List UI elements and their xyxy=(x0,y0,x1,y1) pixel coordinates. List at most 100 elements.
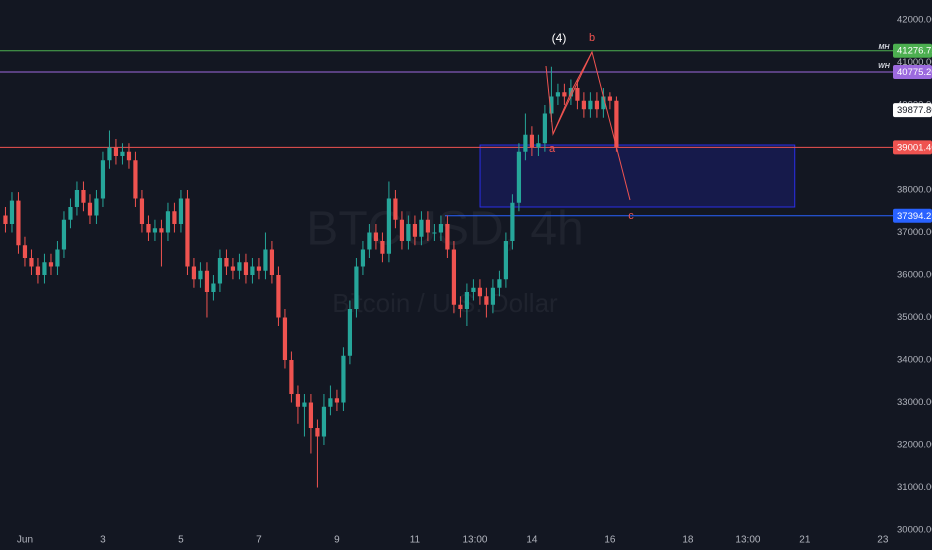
y-tick-label: 42000.00 xyxy=(897,14,932,25)
x-tick-label: 13:00 xyxy=(735,535,760,546)
candle-body xyxy=(594,100,600,110)
level-label-box xyxy=(893,65,932,80)
level-label-box xyxy=(893,208,932,223)
candle-body xyxy=(133,160,138,199)
candle-body xyxy=(120,151,125,156)
candle-body xyxy=(276,275,281,318)
x-tick-label: 16 xyxy=(604,535,616,546)
candle-body xyxy=(29,257,34,267)
label-layer: 41276.75 40775.20 39877.80 39001.40 37394.25 xyxy=(893,43,932,223)
level-label-box xyxy=(893,43,932,58)
y-tick-label: 38000.00 xyxy=(897,185,932,196)
candle-body xyxy=(614,100,619,148)
candle-body xyxy=(204,270,210,293)
candle-body xyxy=(562,92,567,97)
level-label-box xyxy=(893,103,932,118)
candle-body xyxy=(529,134,535,148)
candle-body xyxy=(471,287,476,293)
candle-body xyxy=(295,394,301,407)
level-tag: WH xyxy=(878,63,891,70)
candle-body xyxy=(263,249,268,271)
candle-body xyxy=(308,402,314,429)
zone-layer xyxy=(479,144,796,208)
candle-body xyxy=(328,398,333,407)
x-tick-label: 14 xyxy=(526,535,538,546)
candle-body xyxy=(516,151,522,203)
y-tick-label: 41000.00 xyxy=(897,57,932,68)
candle-body xyxy=(87,202,93,216)
candle-body xyxy=(451,249,457,305)
candle-body xyxy=(269,249,275,275)
candle-body xyxy=(315,428,320,437)
level-label: 41276.75 xyxy=(897,46,932,57)
candle-body xyxy=(256,266,262,271)
candle-body xyxy=(386,198,392,254)
x-tick-label: 5 xyxy=(178,535,184,546)
wave-label: c xyxy=(628,210,634,222)
candle-body xyxy=(334,398,340,403)
wave-line xyxy=(552,51,593,135)
candle-body xyxy=(477,287,483,297)
wave-label: a xyxy=(549,143,556,155)
x-tick-label: 18 xyxy=(682,535,694,546)
candle-body xyxy=(74,189,80,207)
candle-body xyxy=(490,287,496,305)
candle-body xyxy=(360,249,366,267)
candle-body xyxy=(373,232,379,241)
candle-body xyxy=(55,249,60,267)
candle-body xyxy=(542,113,547,144)
candle-body xyxy=(406,223,411,241)
candle-body xyxy=(159,228,164,233)
candle-body xyxy=(3,215,8,224)
candle-body xyxy=(152,228,158,233)
x-tick-label: 3 xyxy=(100,535,106,546)
y-tick-label: 32000.00 xyxy=(897,440,932,451)
candle-body xyxy=(68,206,73,220)
candle-body xyxy=(588,100,593,110)
candle-body xyxy=(61,219,67,250)
candle-body xyxy=(35,266,41,275)
watermark-description: Bitcoin / U.S. Dollar xyxy=(332,288,558,318)
candle-body xyxy=(107,147,112,161)
candle-body xyxy=(217,257,223,284)
candle-body xyxy=(282,317,288,361)
candle-body xyxy=(22,245,28,258)
candle-body xyxy=(198,270,203,280)
y-tick-label: 34000.00 xyxy=(897,355,932,366)
candle-body xyxy=(445,223,450,250)
wave-line xyxy=(545,50,631,201)
candle-body xyxy=(432,232,437,234)
y-tick-label: 30000.00 xyxy=(897,525,932,536)
candle-body xyxy=(607,96,612,101)
level-label-box xyxy=(893,140,932,155)
candle-body xyxy=(146,223,151,233)
candle-body xyxy=(243,262,249,275)
candle-body xyxy=(48,262,54,267)
level-label: 39877.80 xyxy=(897,105,932,116)
candle-body xyxy=(523,134,528,152)
candle-body xyxy=(347,309,353,356)
candle-body xyxy=(100,160,106,199)
x-tick-label: 23 xyxy=(877,535,889,546)
y-tick-label: 31000.00 xyxy=(897,482,932,493)
level-label: 39001.40 xyxy=(897,142,932,153)
wave-label: (4) xyxy=(552,31,567,45)
candle-body xyxy=(321,406,327,437)
candle-body xyxy=(380,240,385,254)
candle-body xyxy=(399,219,405,241)
candle-body xyxy=(237,262,242,271)
level-label: 37394.25 xyxy=(897,211,932,222)
candle-body xyxy=(601,96,606,110)
level-layer xyxy=(0,50,893,217)
candle-body xyxy=(250,266,255,275)
x-tick-label: 11 xyxy=(410,535,421,546)
candle-body xyxy=(549,96,554,114)
candle-body xyxy=(126,151,132,161)
candle-body xyxy=(503,240,508,280)
candle-body xyxy=(191,266,197,280)
candle-body xyxy=(497,279,502,288)
candle-body xyxy=(555,92,561,97)
y-tick-label: 33000.00 xyxy=(897,397,932,408)
y-tick-label: 35000.00 xyxy=(897,312,932,323)
